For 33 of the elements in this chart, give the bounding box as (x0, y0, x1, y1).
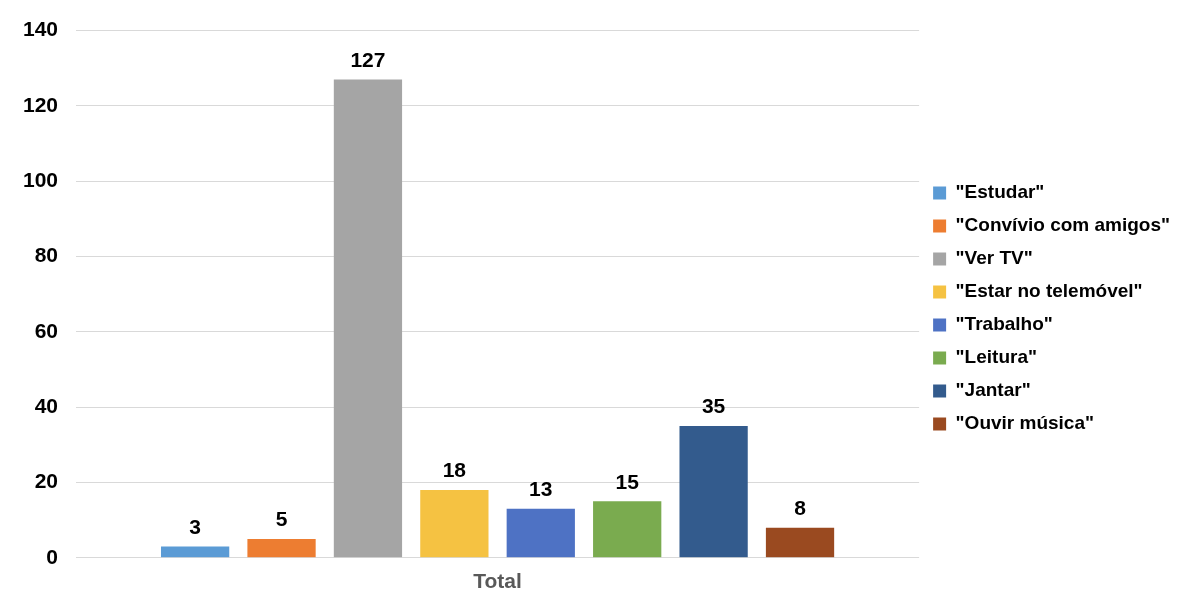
bar (593, 501, 662, 558)
y-tick-label: 140 (22, 17, 59, 41)
data-label: 13 (529, 477, 553, 501)
legend-label: "Trabalho" (955, 313, 1053, 335)
bar (679, 426, 748, 558)
bar (420, 490, 489, 558)
bar (247, 538, 316, 558)
data-label: 5 (275, 507, 288, 531)
data-label: 35 (701, 394, 726, 418)
legend-label: "Ouvir música" (955, 412, 1095, 434)
data-label: 15 (615, 469, 640, 493)
y-tick-label: 40 (34, 393, 59, 417)
data-label: 3 (189, 514, 201, 538)
bar (160, 546, 230, 558)
y-tick-label: 120 (22, 92, 59, 116)
legend-label: "Estudar" (955, 181, 1045, 203)
bar (765, 527, 835, 558)
bar (506, 508, 575, 558)
y-tick-label: 0 (46, 544, 59, 568)
bar (333, 79, 403, 558)
legend-label: "Convívio com amigos" (955, 214, 1170, 236)
x-tick-label: Total (473, 569, 522, 593)
legend-label: "Leitura" (955, 346, 1037, 368)
legend-label: "Jantar" (955, 379, 1031, 401)
y-tick-label: 60 (34, 318, 59, 342)
data-label: 18 (442, 458, 467, 482)
data-label: 127 (350, 47, 386, 71)
y-tick-label: 20 (34, 469, 59, 493)
data-label: 8 (794, 495, 807, 519)
y-tick-label: 80 (34, 243, 59, 267)
legend-label: "Estar no telemóvel" (955, 280, 1143, 302)
legend-label: "Ver TV" (955, 247, 1033, 269)
y-tick-label: 100 (22, 168, 59, 192)
